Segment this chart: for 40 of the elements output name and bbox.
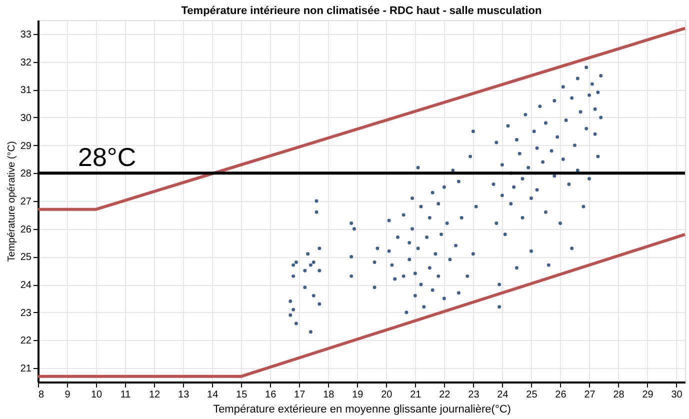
x-tick-label: 9 bbox=[64, 390, 71, 400]
x-tick-label: 12 bbox=[148, 390, 161, 400]
x-tick-label: 30 bbox=[671, 390, 683, 400]
y-tick-label: 33 bbox=[20, 29, 32, 40]
x-tick-label: 14 bbox=[207, 390, 219, 400]
x-tick-label: 18 bbox=[323, 390, 335, 400]
y-tick-label: 27 bbox=[20, 196, 32, 208]
y-tick-label: 25 bbox=[20, 252, 32, 264]
x-tick-label: 21 bbox=[410, 390, 422, 400]
y-axis-title: Température opérative (°C) bbox=[6, 141, 18, 262]
x-tick-label: 16 bbox=[265, 390, 277, 400]
x-tick-label: 10 bbox=[90, 390, 103, 400]
x-tick-label: 19 bbox=[352, 390, 364, 400]
y-tick-label: 30 bbox=[20, 112, 32, 124]
y-tick-label: 23 bbox=[20, 308, 32, 319]
y-tick-label: 29 bbox=[20, 140, 32, 152]
x-tick-label: 23 bbox=[468, 390, 480, 400]
y-tick-label: 28 bbox=[20, 168, 32, 180]
x-axis-title: Température extérieure en moyenne glissante journalière(°C) bbox=[213, 404, 511, 416]
y-tick-label: 21 bbox=[20, 364, 32, 375]
x-tick-label: 26 bbox=[555, 390, 567, 400]
y-tick-label: 24 bbox=[20, 280, 32, 292]
y-tick-label: 31 bbox=[20, 85, 32, 96]
x-tick-label: 13 bbox=[178, 390, 190, 400]
x-tick-label: 27 bbox=[584, 390, 596, 400]
y-tick-label: 22 bbox=[20, 336, 32, 347]
x-tick-label: 28 bbox=[613, 390, 625, 400]
x-tick-label: 29 bbox=[642, 390, 654, 400]
x-tick-label: 15 bbox=[236, 390, 248, 400]
x-tick-label: 20 bbox=[381, 390, 393, 400]
ref-line-label: 28°C bbox=[78, 142, 136, 172]
x-tick-label: 25 bbox=[526, 390, 538, 400]
y-tick-label: 32 bbox=[20, 57, 32, 68]
x-tick-label: 8 bbox=[38, 390, 44, 400]
x-tick-label: 22 bbox=[439, 390, 451, 400]
x-tick-label: 24 bbox=[497, 390, 509, 400]
x-tick-label: 17 bbox=[294, 390, 306, 400]
x-tick-label: 11 bbox=[120, 390, 132, 400]
y-tick-label: 26 bbox=[20, 224, 32, 236]
chart-title: Température intérieure non climatisée - RDC haut - salle musculation bbox=[181, 5, 542, 17]
